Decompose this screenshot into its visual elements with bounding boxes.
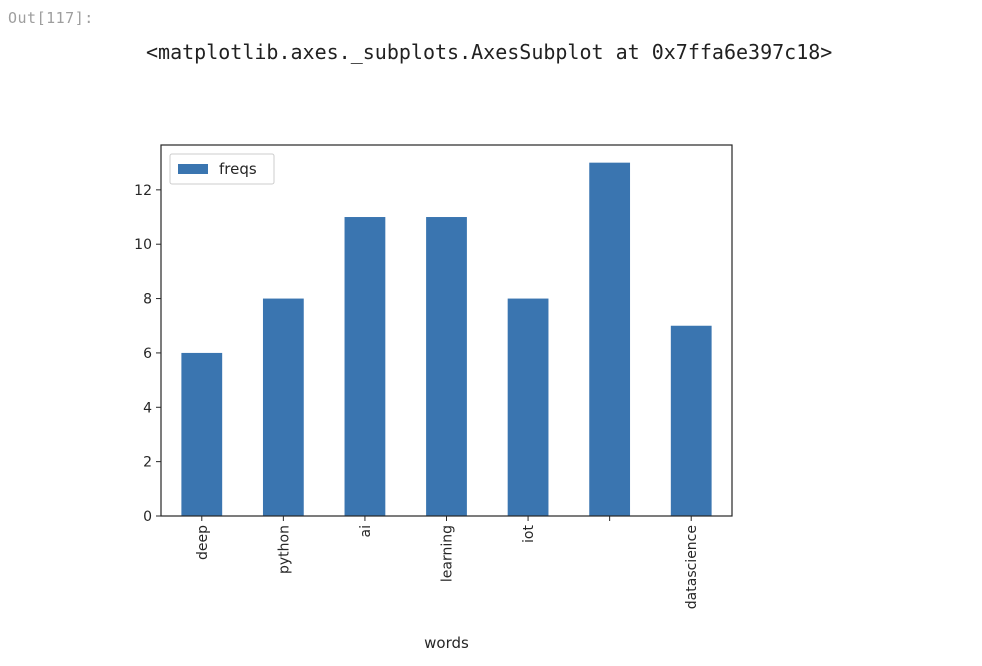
bar-deep [181, 352, 223, 516]
bar-blank [589, 162, 631, 516]
legend: freqs [169, 153, 275, 185]
bar-python [262, 298, 304, 516]
bar-ai [344, 217, 386, 516]
legend-label-freqs: freqs [219, 160, 257, 178]
y-tick-label: 6 [143, 346, 152, 362]
x-tick-label: iot [521, 524, 537, 542]
x-tick-label: datascience [684, 525, 700, 609]
y-tick-label: 4 [143, 400, 152, 416]
x-tick-label: learning [440, 525, 456, 582]
y-axis-ticks: 0 2 4 6 8 10 12 [134, 183, 161, 525]
y-tick-label: 8 [143, 292, 152, 308]
output-repr-text: <matplotlib.axes._subplots.AxesSubplot a… [146, 40, 833, 64]
x-axis-ticks: deep python ai learning iot datascience [195, 516, 700, 609]
x-tick-label: deep [195, 525, 211, 560]
legend-box [169, 153, 275, 185]
output-prompt: Out[117]: [8, 9, 94, 27]
x-axis-label: words [424, 634, 469, 652]
plot-frame [160, 144, 733, 517]
x-tick-label: python [276, 525, 292, 574]
y-tick-label: 0 [143, 509, 152, 525]
y-tick-label: 2 [143, 455, 152, 471]
y-tick-label: 12 [134, 183, 152, 199]
bar-learning [426, 217, 467, 516]
bar-datascience [670, 325, 712, 516]
bars-group [181, 162, 712, 516]
y-tick-label: 10 [134, 237, 152, 253]
x-tick-label: ai [358, 525, 374, 537]
legend-swatch [178, 164, 208, 174]
bar-iot [507, 298, 549, 516]
